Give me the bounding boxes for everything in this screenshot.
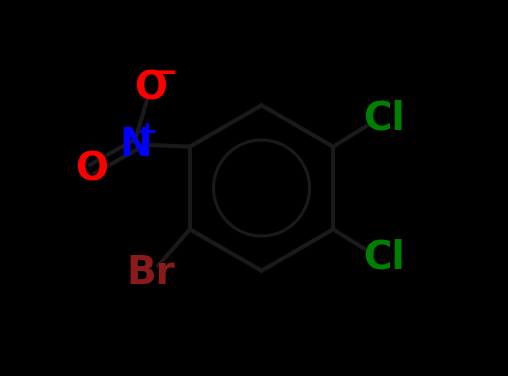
Text: −: − xyxy=(153,59,178,88)
Text: N: N xyxy=(119,126,152,164)
Text: O: O xyxy=(134,69,167,108)
Text: O: O xyxy=(76,150,109,188)
Text: +: + xyxy=(136,120,157,144)
Text: Br: Br xyxy=(126,253,175,292)
Text: Cl: Cl xyxy=(363,99,405,138)
Text: Cl: Cl xyxy=(363,238,405,277)
